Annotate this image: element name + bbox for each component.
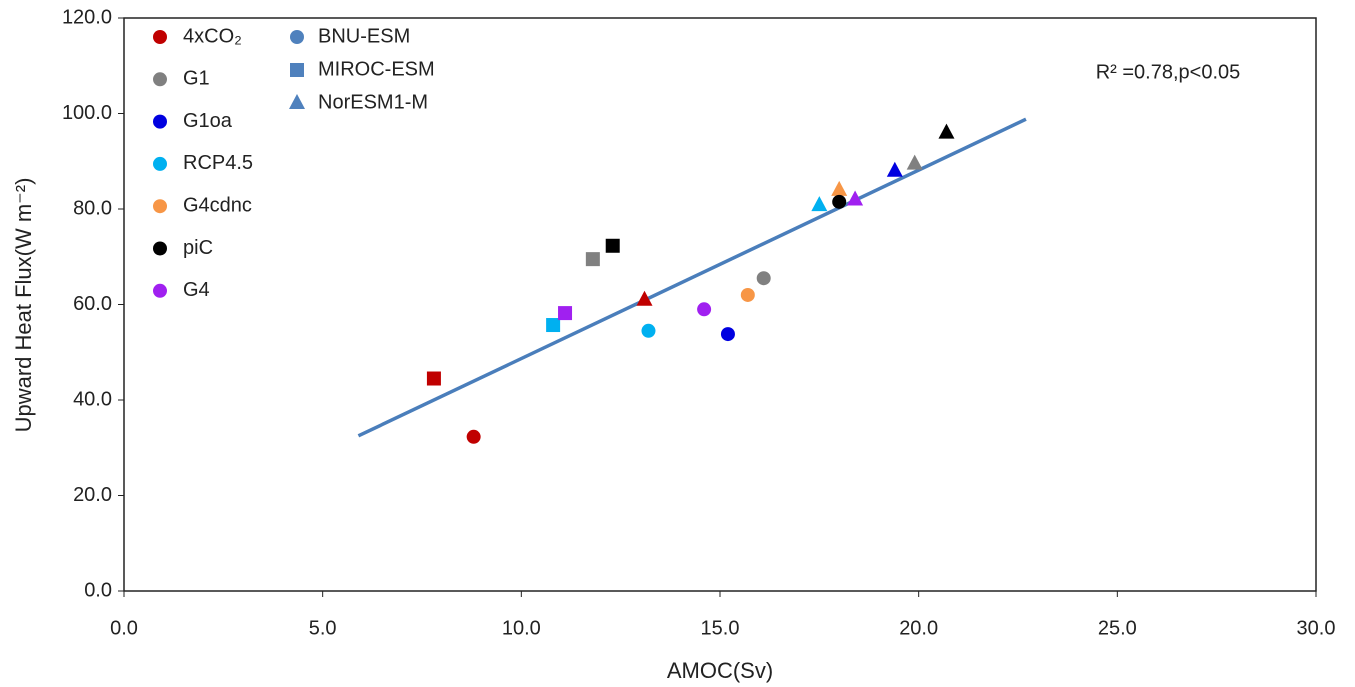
point (426, 371, 441, 386)
y-tick-label: 40.0 (73, 388, 112, 410)
legend-label: BNU-ESM (318, 25, 410, 47)
legend-marker (153, 283, 167, 298)
x-tick-label: 30.0 (1297, 617, 1336, 639)
plot-frame (123, 17, 1317, 592)
point (831, 180, 848, 196)
legend-label: G4cdnc (183, 194, 252, 216)
point (906, 154, 923, 170)
point (585, 252, 600, 267)
annotation: R² =0.78,p<0.05 (1096, 61, 1241, 83)
point (466, 429, 481, 444)
point (636, 290, 653, 306)
legend-marker (290, 30, 304, 44)
legend-marker (153, 114, 167, 129)
x-tick-label: 5.0 (309, 617, 337, 639)
point (756, 271, 771, 286)
fit-line (357, 117, 1027, 438)
point (720, 327, 735, 342)
y-axis-title: Upward Heat Flux(W m⁻²) (11, 178, 36, 433)
legend-marker (289, 94, 305, 109)
point (605, 238, 620, 253)
point (558, 306, 573, 321)
x-tick-label: 25.0 (1098, 617, 1137, 639)
point (938, 123, 955, 139)
x-tick-label: 20.0 (899, 617, 938, 639)
point (832, 194, 847, 209)
point (697, 302, 712, 317)
point (811, 196, 828, 212)
legend-marker (153, 199, 167, 214)
legend-label: RCP4.5 (183, 152, 253, 174)
point (886, 161, 903, 177)
y-tick-label: 20.0 (73, 484, 112, 506)
y-tick-label: 100.0 (62, 102, 112, 124)
y-tick-label: 60.0 (73, 293, 112, 315)
x-tick-label: 15.0 (701, 617, 740, 639)
point (641, 323, 656, 338)
legend-label: NorESM1-M (318, 91, 428, 113)
point (740, 287, 755, 302)
legend-label: 4xCO₂ (183, 25, 242, 47)
legend-marker (153, 30, 167, 44)
x-tick-label: 10.0 (502, 617, 541, 639)
legend-label: G1oa (183, 110, 233, 132)
x-tick-label: 0.0 (110, 617, 138, 639)
y-tick-label: 0.0 (84, 579, 112, 601)
legend-label: MIROC-ESM (318, 58, 435, 80)
point (546, 318, 561, 333)
y-tick-label: 80.0 (73, 197, 112, 219)
legend-label: G4 (183, 279, 210, 301)
y-tick-label: 120.0 (62, 6, 112, 28)
x-axis-title: AMOC(Sv) (667, 658, 773, 683)
legend-marker (153, 156, 167, 171)
point (847, 190, 864, 206)
legend-label: G1 (183, 68, 210, 90)
legend-marker (153, 241, 167, 256)
legend-marker (290, 63, 304, 77)
legend-label: piC (183, 237, 213, 259)
legend-marker (153, 72, 167, 87)
